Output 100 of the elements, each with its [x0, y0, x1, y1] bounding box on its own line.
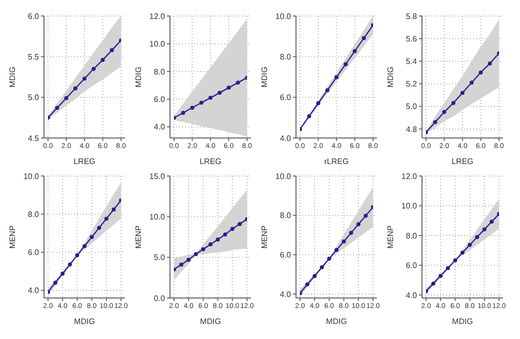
point	[68, 262, 72, 266]
point	[97, 226, 102, 230]
y-tick-label: 4.0	[280, 290, 292, 299]
y-tick-label: 10.0	[401, 202, 418, 211]
point	[453, 258, 458, 262]
x-axis-title: LREG	[74, 157, 96, 166]
point	[342, 240, 346, 244]
x-axis-title: LREG	[452, 157, 474, 166]
point	[305, 282, 310, 286]
point	[352, 49, 357, 54]
point	[312, 274, 317, 278]
y-tick-label: 8.0	[280, 52, 292, 62]
y-tick-label: 8.0	[154, 67, 166, 76]
y-axis-title: MDIG	[134, 66, 143, 88]
y-tick-label: 5.8	[406, 12, 418, 21]
y-tick-label: 6.0	[280, 250, 292, 260]
point	[349, 230, 354, 235]
y-axis-title: MENP	[260, 225, 269, 249]
y-tick-label: 5.2	[406, 80, 418, 89]
point	[230, 226, 234, 231]
x-axis-title: MDIG	[452, 317, 473, 326]
x-axis-title: LREG	[200, 157, 222, 166]
point	[100, 58, 105, 62]
y-axis-title: MDIG	[260, 66, 269, 88]
y-tick-label: 6.0	[154, 95, 166, 104]
y-tick-label: 5.0	[406, 102, 418, 112]
y-tick-label: 0.0	[154, 294, 166, 303]
point	[236, 80, 240, 85]
point	[488, 61, 492, 66]
y-tick-label: 4.5	[28, 134, 40, 143]
y-tick-label: 4.0	[28, 286, 40, 296]
y-tick-label: 6.0	[406, 261, 418, 270]
point	[82, 244, 86, 248]
y-tick-label: 10.0	[275, 172, 292, 181]
point	[208, 242, 212, 246]
point	[223, 232, 228, 237]
y-tick-label: 4.0	[406, 290, 418, 300]
point	[216, 237, 220, 242]
point	[53, 280, 58, 285]
point	[92, 66, 96, 71]
point	[433, 120, 438, 124]
point	[307, 114, 312, 118]
point	[327, 256, 332, 261]
point	[470, 80, 474, 85]
point	[460, 90, 464, 95]
point	[460, 250, 464, 255]
point	[490, 220, 494, 224]
point	[82, 76, 86, 81]
point	[451, 100, 456, 105]
y-tick-label: 5.6	[406, 34, 418, 44]
point	[325, 88, 330, 92]
y-tick-label: 8.0	[280, 211, 292, 220]
point	[73, 86, 78, 90]
point	[356, 222, 360, 226]
y-axis-title: MDIG	[386, 66, 395, 88]
point	[364, 214, 368, 218]
point	[218, 90, 222, 95]
point	[362, 36, 366, 40]
y-tick-label: 8.0	[28, 210, 40, 219]
point	[320, 265, 324, 270]
y-tick-label: 4.0	[280, 134, 292, 143]
point	[238, 222, 242, 226]
point	[199, 100, 204, 105]
point	[201, 247, 206, 252]
y-tick-label: 15.0	[149, 172, 166, 181]
point	[90, 235, 94, 239]
y-tick-label: 6.0	[28, 12, 40, 21]
y-tick-label: 10.0	[149, 212, 166, 222]
x-axis-title: MDIG	[74, 317, 95, 326]
y-tick-label: 10.0	[23, 172, 40, 181]
point	[442, 110, 446, 114]
point	[226, 86, 231, 90]
point	[186, 258, 191, 262]
y-tick-label: 5.0	[154, 253, 166, 262]
point	[194, 252, 198, 256]
y-tick-label: 10.0	[275, 12, 292, 21]
point	[316, 101, 320, 106]
y-axis-title: MENP	[134, 225, 143, 249]
point	[110, 48, 114, 52]
point	[60, 272, 65, 276]
x-axis-title: MDIG	[326, 317, 347, 326]
y-tick-label: 12.0	[401, 172, 418, 181]
point	[431, 282, 436, 286]
point	[468, 242, 472, 247]
y-tick-label: 5.0	[28, 93, 40, 102]
point	[475, 235, 480, 240]
y-tick-label: 5.5	[28, 52, 40, 62]
y-axis-title: MENP	[386, 225, 395, 249]
point	[334, 248, 338, 252]
point	[112, 208, 116, 212]
x-axis-title: rLREG	[324, 157, 349, 166]
y-tick-label: 12.0	[149, 12, 166, 21]
point	[446, 266, 450, 270]
y-tick-label: 4.0	[154, 122, 166, 132]
point	[64, 96, 68, 100]
point	[181, 110, 186, 115]
point	[55, 106, 60, 110]
y-tick-label: 10.0	[149, 40, 166, 49]
y-axis-title: MENP	[8, 225, 17, 249]
point	[179, 262, 184, 267]
